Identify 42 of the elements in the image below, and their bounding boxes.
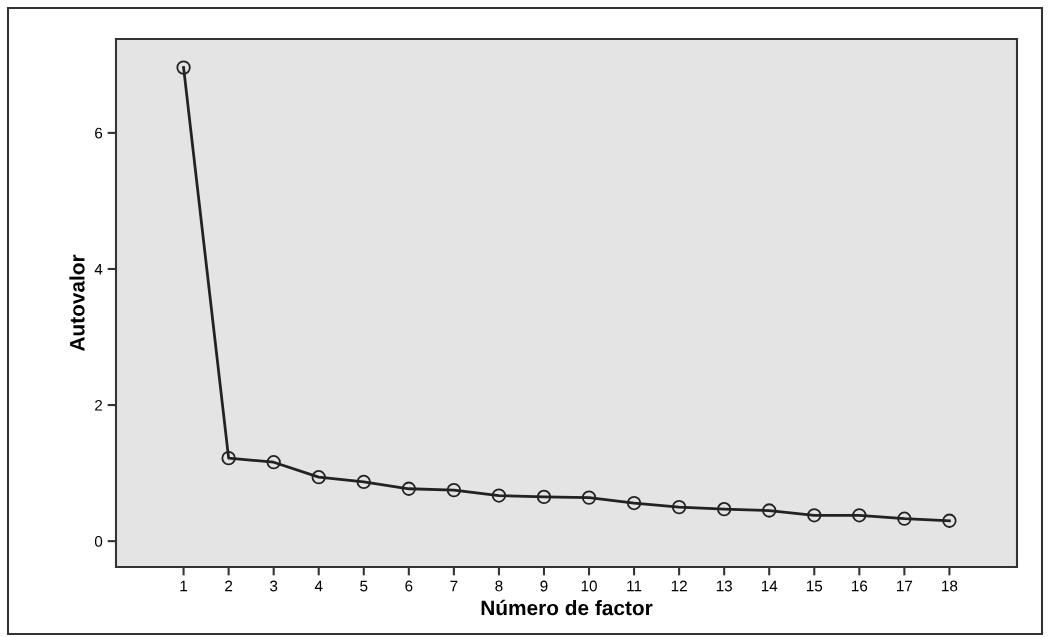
point <box>581 490 597 505</box>
x-tick-label: 8 <box>495 580 503 592</box>
point <box>491 488 507 503</box>
x-tick-label: 12 <box>671 580 687 592</box>
point <box>446 482 462 498</box>
point <box>852 508 867 523</box>
x-tick-label: 2 <box>225 580 233 592</box>
y-tick-label: 6 <box>95 127 103 139</box>
point <box>717 502 732 517</box>
x-tick-label: 4 <box>314 580 323 592</box>
point <box>807 508 822 523</box>
y-tick-label: 0 <box>94 536 103 547</box>
x-axis-title: Número de factor <box>481 599 653 616</box>
y-axis-title: Autovalor <box>69 254 85 352</box>
x-tick-label: 1 <box>180 580 188 592</box>
x-tick-label: 5 <box>360 580 368 592</box>
x-tick-label: 11 <box>627 580 642 592</box>
point <box>221 450 236 466</box>
x-tick-label: 16 <box>851 580 868 592</box>
x-tick-label: 17 <box>897 580 913 592</box>
point <box>311 470 326 485</box>
point <box>626 495 642 511</box>
point <box>897 511 912 526</box>
point <box>356 474 371 490</box>
x-tick-label: 15 <box>806 580 823 592</box>
x-tick-label: 18 <box>942 580 958 592</box>
point <box>266 455 281 470</box>
y-tick-label: 2 <box>95 399 103 411</box>
x-tick-label: 10 <box>581 580 597 592</box>
x-tick-label: 7 <box>450 580 458 592</box>
x-tick-label: 6 <box>405 580 413 592</box>
x-tick-label: 14 <box>761 580 778 592</box>
point <box>536 489 552 505</box>
x-tick-label: 13 <box>716 580 732 592</box>
point <box>176 60 191 75</box>
point <box>762 503 777 518</box>
x-tick-label: 3 <box>270 580 278 592</box>
point <box>671 499 687 515</box>
y-tick-label: 4 <box>94 264 103 275</box>
x-tick-label: 9 <box>540 580 548 592</box>
point <box>401 481 416 496</box>
point <box>942 513 957 528</box>
